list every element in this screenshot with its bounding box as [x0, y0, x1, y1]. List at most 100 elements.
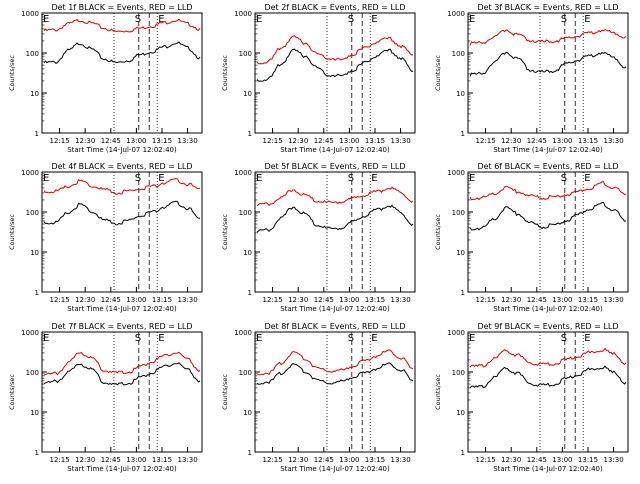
x-tick-label: 12:45: [101, 456, 121, 464]
series-line-black: [256, 48, 414, 82]
y-tick-label: 100: [452, 369, 465, 377]
x-axis-label: Start Time (14-Jul-07 12:02:40): [280, 465, 390, 473]
x-tick-label: 12:30: [75, 137, 95, 145]
y-axis-label: Counts/sec: [8, 55, 16, 91]
x-tick-label: 13:00: [552, 456, 572, 464]
y-tick-label: 1: [35, 130, 39, 138]
x-tick-label: 13:30: [178, 296, 198, 304]
chart-title: Det 9f BLACK = Events, RED = LLD: [477, 322, 618, 331]
marker-s: S: [348, 333, 354, 344]
y-tick-label: 1: [35, 289, 39, 297]
x-tick-label: 12:15: [50, 296, 70, 304]
x-tick-label: 13:15: [365, 456, 385, 464]
y-tick-label: 1000: [447, 329, 465, 337]
series-line-red: [469, 29, 627, 46]
y-tick-label: 100: [239, 50, 252, 58]
x-tick-label: 13:30: [604, 137, 624, 145]
x-axis-label: Start Time (14-Jul-07 12:02:40): [67, 146, 177, 154]
x-tick-label: 12:30: [501, 137, 521, 145]
chart-panel-9: Det 9f BLACK = Events, RED = LLD 1 10 100 10…: [434, 322, 629, 473]
marker-e-left: E: [256, 173, 262, 184]
x-tick-label: 12:45: [527, 137, 547, 145]
y-tick-label: 100: [26, 369, 39, 377]
x-tick-label: 12:15: [263, 137, 283, 145]
marker-s: S: [135, 14, 141, 25]
y-tick-label: 1000: [447, 10, 465, 18]
marker-s: S: [135, 173, 141, 184]
plot-frame: [41, 171, 203, 293]
x-tick-label: 12:45: [314, 296, 334, 304]
x-tick-label: 12:45: [101, 137, 121, 145]
x-axis-label: Start Time (14-Jul-07 12:02:40): [67, 305, 177, 313]
y-tick-label: 1000: [234, 10, 252, 18]
x-tick-label: 13:00: [126, 296, 146, 304]
x-tick-label: 13:30: [178, 456, 198, 464]
x-tick-label: 12:30: [501, 456, 521, 464]
x-axis-label: Start Time (14-Jul-07 12:02:40): [67, 465, 177, 473]
chart-panel-6: Det 6f BLACK = Events, RED = LLD 1 10 100 10…: [434, 162, 629, 313]
series-line-black: [469, 201, 627, 231]
x-tick-label: 13:30: [391, 456, 411, 464]
marker-s: S: [561, 333, 567, 344]
x-tick-label: 12:30: [75, 456, 95, 464]
y-tick-label: 1: [461, 130, 465, 138]
x-tick-label: 13:00: [126, 137, 146, 145]
y-axis-label: Counts/sec: [434, 374, 442, 410]
x-tick-label: 12:30: [288, 296, 308, 304]
chart-panel-7: Det 7f BLACK = Events, RED = LLD 1 10 100 10…: [8, 322, 203, 473]
plot-frame: [254, 331, 416, 453]
marker-s: S: [135, 333, 141, 344]
series-line-black: [43, 362, 201, 386]
chart-title: Det 3f BLACK = Events, RED = LLD: [477, 3, 618, 12]
y-tick-label: 100: [239, 209, 252, 217]
series-line-red: [256, 349, 414, 376]
x-tick-label: 12:15: [50, 456, 70, 464]
y-tick-label: 10: [243, 90, 252, 98]
y-axis-label: Counts/sec: [8, 214, 16, 250]
y-tick-label: 1000: [234, 329, 252, 337]
x-tick-label: 12:45: [527, 456, 547, 464]
x-tick-label: 13:30: [604, 456, 624, 464]
series-line-red: [256, 186, 414, 207]
x-tick-label: 13:15: [578, 456, 598, 464]
x-tick-label: 13:00: [126, 456, 146, 464]
x-axis-label: Start Time (14-Jul-07 12:02:40): [280, 146, 390, 154]
series-line-black: [469, 365, 627, 389]
y-tick-label: 1000: [21, 329, 39, 337]
x-tick-label: 13:15: [578, 296, 598, 304]
chart-title: Det 7f BLACK = Events, RED = LLD: [51, 322, 192, 331]
x-axis-label: Start Time (14-Jul-07 12:02:40): [280, 305, 390, 313]
series-line-red: [43, 177, 201, 195]
x-tick-label: 13:30: [604, 296, 624, 304]
x-tick-label: 12:15: [476, 296, 496, 304]
plot-frame: [254, 171, 416, 293]
x-tick-label: 13:00: [339, 456, 359, 464]
y-tick-label: 100: [26, 50, 39, 58]
plot-frame: [467, 171, 629, 293]
x-tick-label: 13:00: [552, 296, 572, 304]
marker-s: S: [348, 14, 354, 25]
y-tick-label: 10: [456, 90, 465, 98]
plot-frame: [41, 331, 203, 453]
marker-e-right: E: [158, 333, 164, 344]
y-tick-label: 1000: [21, 169, 39, 177]
chart-title: Det 8f BLACK = Events, RED = LLD: [264, 322, 405, 331]
y-tick-label: 10: [456, 409, 465, 417]
x-tick-label: 12:15: [263, 296, 283, 304]
x-tick-label: 12:15: [476, 456, 496, 464]
chart-panel-2: Det 2f BLACK = Events, RED = LLD 1 10 100 10…: [221, 3, 416, 154]
y-axis-label: Counts/sec: [8, 374, 16, 410]
y-axis-label: Counts/sec: [221, 55, 229, 91]
marker-e-right: E: [371, 14, 377, 25]
y-axis-label: Counts/sec: [434, 214, 442, 250]
x-tick-label: 13:15: [152, 137, 172, 145]
marker-e-right: E: [371, 173, 377, 184]
marker-e-left: E: [469, 14, 475, 25]
y-tick-label: 1: [248, 289, 252, 297]
marker-e-right: E: [158, 14, 164, 25]
y-tick-label: 100: [452, 50, 465, 58]
y-tick-label: 10: [243, 409, 252, 417]
y-tick-label: 10: [30, 90, 39, 98]
x-tick-label: 12:30: [288, 137, 308, 145]
